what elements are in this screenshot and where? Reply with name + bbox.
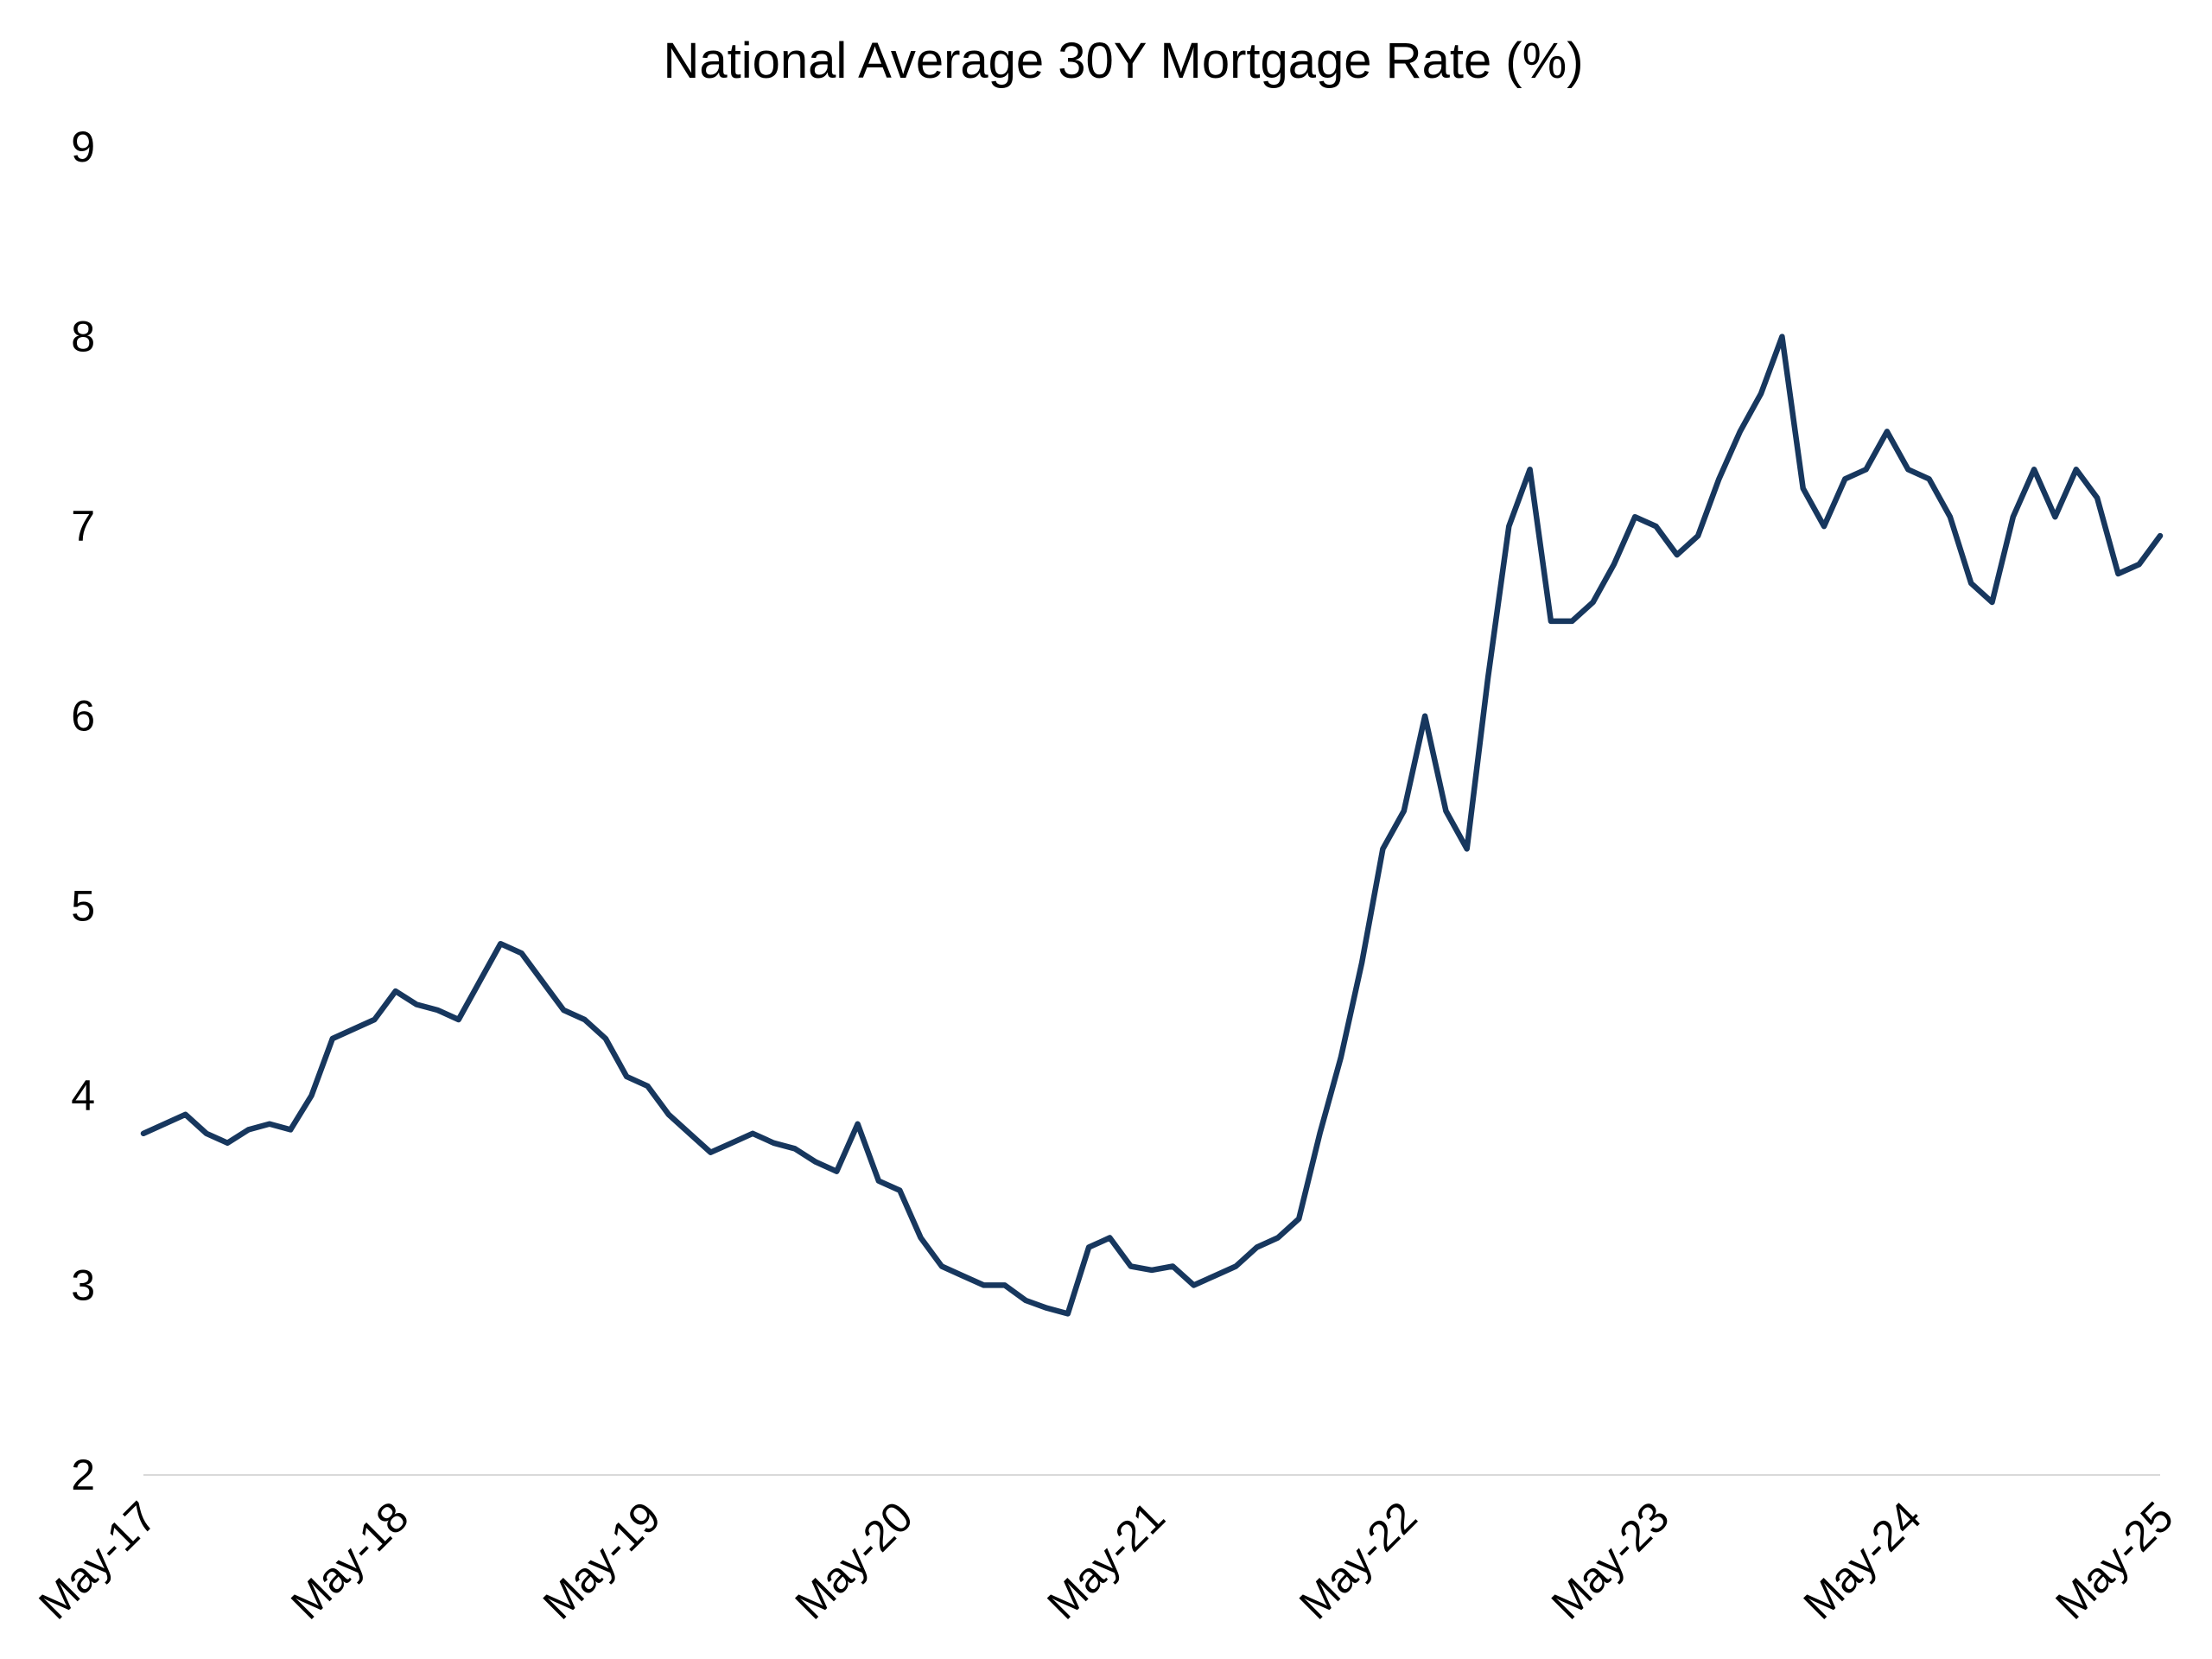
y-tick-label: 2 xyxy=(71,1451,95,1499)
x-tick-label: May-21 xyxy=(1038,1492,1173,1628)
x-tick-label: May-17 xyxy=(29,1492,165,1628)
chart-title: National Average 30Y Mortgage Rate (%) xyxy=(663,33,1583,89)
x-tick-label: May-18 xyxy=(282,1492,417,1628)
y-axis-ticks: 2 3 4 5 6 7 8 9 xyxy=(71,123,95,1499)
y-tick-label: 9 xyxy=(71,123,95,171)
y-tick-label: 3 xyxy=(71,1261,95,1309)
x-tick-label: May-23 xyxy=(1542,1492,1678,1628)
y-tick-label: 5 xyxy=(71,881,95,930)
x-tick-label: May-19 xyxy=(534,1492,670,1628)
x-tick-label: May-20 xyxy=(786,1492,922,1628)
y-tick-label: 6 xyxy=(71,692,95,741)
x-tick-label: May-24 xyxy=(1795,1492,1930,1628)
series-line xyxy=(140,334,2164,1317)
y-tick-label: 7 xyxy=(71,502,95,550)
x-axis-ticks: May-17 May-18 May-19 May-20 May-21 May-22 May-… xyxy=(29,1492,2182,1628)
y-tick-label: 4 xyxy=(71,1071,95,1120)
x-tick-label: May-25 xyxy=(2046,1492,2182,1628)
x-tick-label: May-22 xyxy=(1290,1492,1426,1628)
y-tick-label: 8 xyxy=(71,313,95,361)
